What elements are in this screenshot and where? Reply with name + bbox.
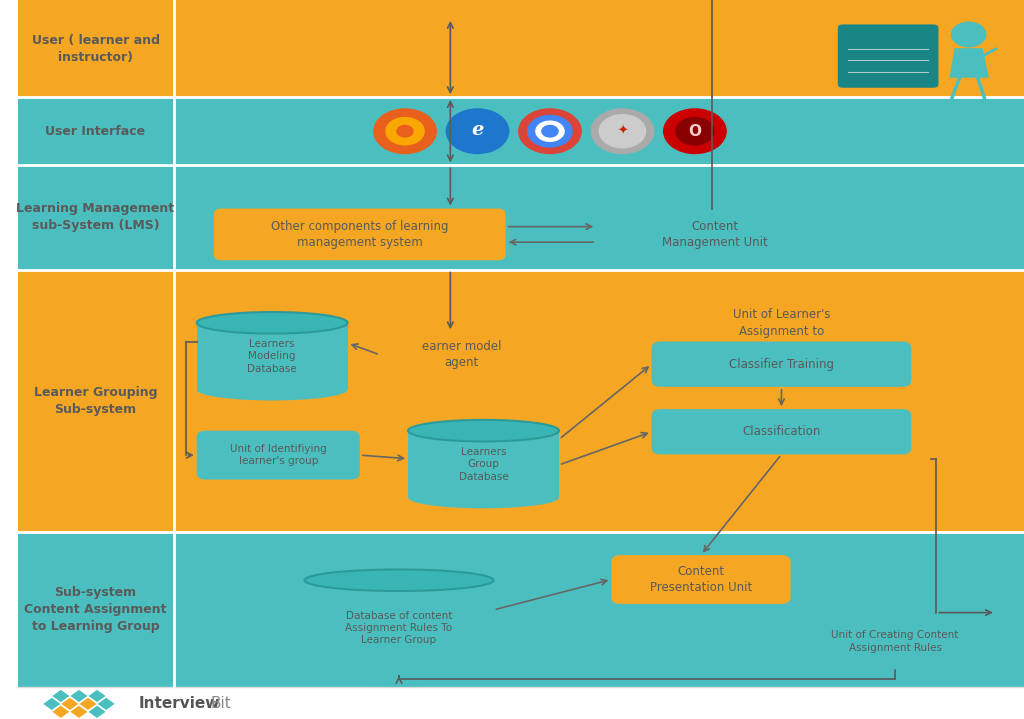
- Circle shape: [536, 121, 564, 141]
- Text: User ( learner and
instructor): User ( learner and instructor): [32, 34, 160, 63]
- Ellipse shape: [197, 379, 348, 400]
- Text: Interview: Interview: [138, 697, 220, 711]
- Circle shape: [676, 118, 714, 145]
- FancyBboxPatch shape: [596, 209, 833, 260]
- Text: Unit of Learner's
Assignment to
Identifyed Group: Unit of Learner's Assignment to Identify…: [732, 308, 831, 354]
- Ellipse shape: [408, 420, 559, 441]
- FancyBboxPatch shape: [380, 332, 543, 377]
- Circle shape: [374, 109, 436, 154]
- Bar: [17, 687, 1024, 719]
- FancyBboxPatch shape: [651, 342, 911, 387]
- Ellipse shape: [408, 487, 559, 508]
- Text: Other components of learning
management system: Other components of learning management …: [271, 220, 449, 249]
- FancyBboxPatch shape: [838, 24, 938, 88]
- Polygon shape: [61, 697, 79, 710]
- Bar: [304, 580, 494, 676]
- Circle shape: [386, 118, 424, 145]
- Text: O: O: [688, 124, 701, 139]
- FancyBboxPatch shape: [795, 613, 995, 670]
- Text: Sub-system
Content Assignment
to Learning Group: Sub-system Content Assignment to Learnin…: [25, 586, 167, 633]
- Circle shape: [664, 109, 726, 154]
- Polygon shape: [97, 697, 115, 710]
- Text: Content
Management Unit: Content Management Unit: [662, 220, 767, 249]
- Polygon shape: [52, 706, 70, 718]
- Text: e: e: [471, 122, 483, 139]
- Polygon shape: [80, 697, 96, 710]
- Text: earner model
agent: earner model agent: [422, 340, 501, 370]
- Ellipse shape: [304, 665, 494, 687]
- Circle shape: [951, 22, 986, 47]
- Polygon shape: [88, 690, 105, 702]
- Circle shape: [591, 109, 653, 154]
- Bar: [197, 323, 348, 390]
- Polygon shape: [949, 48, 989, 78]
- Bar: [17, 97, 1024, 165]
- Text: Bit: Bit: [211, 697, 231, 711]
- Ellipse shape: [304, 569, 494, 591]
- Polygon shape: [52, 690, 70, 702]
- FancyBboxPatch shape: [651, 409, 911, 454]
- Text: Learner Grouping
Sub-system: Learner Grouping Sub-system: [34, 386, 158, 416]
- Text: Classification: Classification: [742, 425, 820, 439]
- Text: Learners
Group
Database: Learners Group Database: [459, 446, 508, 482]
- Text: Classifier Training: Classifier Training: [729, 357, 834, 371]
- Polygon shape: [71, 706, 87, 718]
- Circle shape: [527, 115, 572, 147]
- Text: Learning Management
sub-System (LMS): Learning Management sub-System (LMS): [16, 203, 175, 232]
- Text: Unit of Creating Content
Assignment Rules: Unit of Creating Content Assignment Rule…: [831, 630, 958, 653]
- Bar: [408, 431, 559, 498]
- Text: Content
Presentation Unit: Content Presentation Unit: [650, 565, 752, 594]
- Circle shape: [599, 114, 645, 148]
- Polygon shape: [71, 690, 87, 702]
- FancyBboxPatch shape: [214, 209, 506, 260]
- Bar: [17, 532, 1024, 687]
- Polygon shape: [43, 697, 60, 710]
- Circle shape: [446, 109, 509, 154]
- FancyBboxPatch shape: [632, 280, 932, 519]
- Text: Unit of Identifiying
learner's group: Unit of Identifiying learner's group: [229, 444, 327, 467]
- Text: ✦: ✦: [617, 124, 628, 138]
- Text: User Interface: User Interface: [45, 124, 145, 138]
- Bar: [17, 270, 1024, 532]
- Bar: [17, 0, 1024, 97]
- FancyBboxPatch shape: [611, 555, 791, 604]
- Text: Learners
Modeling
Database: Learners Modeling Database: [248, 339, 297, 374]
- FancyBboxPatch shape: [197, 431, 359, 480]
- Ellipse shape: [197, 312, 348, 334]
- Circle shape: [519, 109, 582, 154]
- Bar: [17, 165, 1024, 270]
- Circle shape: [397, 126, 413, 137]
- Text: Database of content
Assignment Rules To
Learner Group: Database of content Assignment Rules To …: [345, 610, 453, 646]
- Circle shape: [542, 126, 558, 137]
- Polygon shape: [88, 706, 105, 718]
